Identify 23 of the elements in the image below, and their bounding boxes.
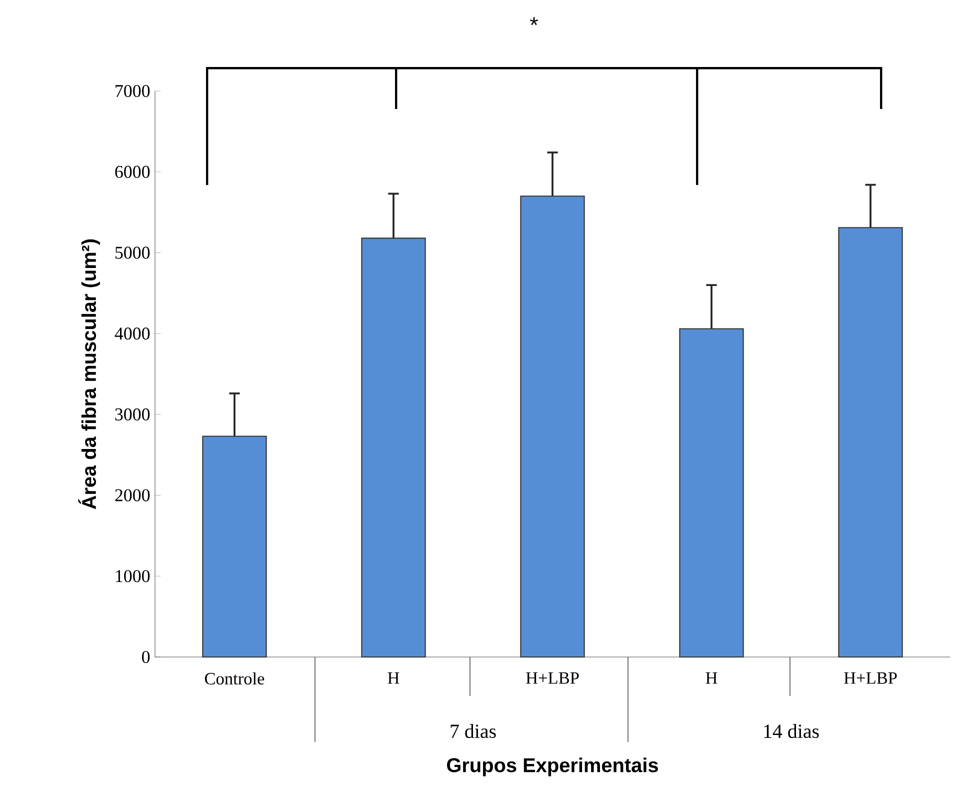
y-tick-label: 0 (142, 650, 150, 664)
x-axis-title: Grupos Experimentais (447, 758, 658, 776)
x-tick-label: H+LBP (526, 672, 579, 684)
y-tick-label: 5000 (115, 246, 150, 259)
y-axis-title: Área da fibra muscular (um²) (78, 239, 100, 510)
text: 7 dias (450, 724, 496, 738)
y-tick-label: 1000 (116, 570, 150, 582)
y-tick-label: 7000 (116, 84, 150, 98)
bar (361, 238, 426, 658)
x-tick-label: Controle (204, 672, 264, 685)
y-tick-label: 2000 (115, 489, 150, 502)
bar (520, 196, 585, 658)
bar (838, 227, 903, 658)
x-tick-label: H (706, 672, 718, 684)
bar (679, 328, 744, 658)
bar (202, 436, 267, 658)
y-tick-label: 4000 (114, 328, 150, 340)
x-tick-label: H (388, 672, 400, 684)
x-tick-label: H+LBP (844, 672, 897, 684)
text: 14 dias (764, 724, 819, 738)
text: * (530, 17, 538, 26)
y-tick-label: 6000 (115, 166, 150, 178)
y-tick-label: 3000 (115, 408, 150, 420)
